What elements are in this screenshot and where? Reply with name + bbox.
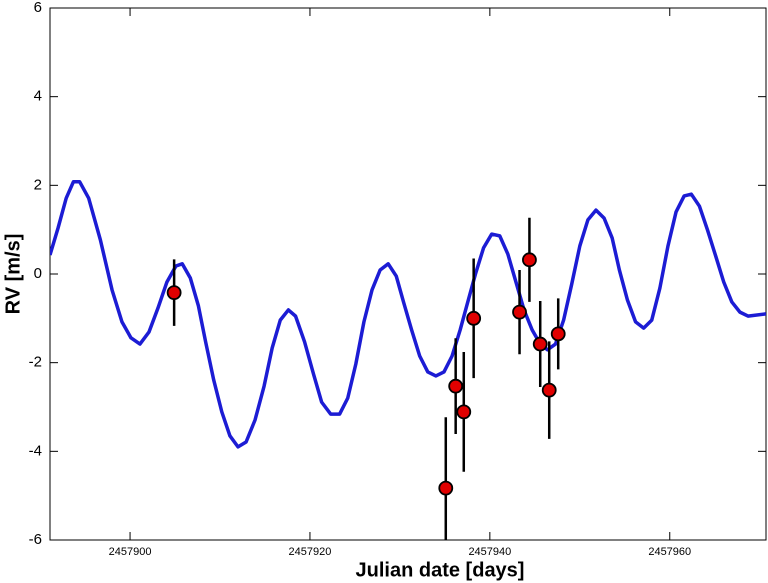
data-point xyxy=(532,336,548,352)
y-tick-label: -2 xyxy=(29,354,42,371)
data-point xyxy=(448,378,464,394)
x-tick-label: 2457940 xyxy=(468,546,511,558)
data-point xyxy=(541,382,557,398)
y-axis-label: RV [m/s] xyxy=(2,234,24,315)
y-tick-label: 0 xyxy=(34,265,42,282)
y-tick-label: 2 xyxy=(34,176,42,193)
x-tick-label: 2457920 xyxy=(289,546,332,558)
y-tick-label: -4 xyxy=(29,442,42,459)
x-tick-label: 2457900 xyxy=(109,546,152,558)
y-tick-label: 6 xyxy=(34,0,42,16)
x-axis-label: Julian date [days] xyxy=(356,559,525,581)
model-line xyxy=(50,180,766,449)
y-tick-label: -6 xyxy=(29,531,42,548)
data-point xyxy=(512,304,527,320)
data-point xyxy=(466,310,482,326)
data-point xyxy=(522,252,537,268)
y-tick-label: 4 xyxy=(34,88,42,105)
data-point xyxy=(550,326,566,342)
data-point xyxy=(456,404,472,420)
plot-frame xyxy=(49,7,767,541)
x-tick-label: 2457960 xyxy=(648,546,691,558)
data-point xyxy=(438,480,454,496)
data-point xyxy=(166,285,182,301)
